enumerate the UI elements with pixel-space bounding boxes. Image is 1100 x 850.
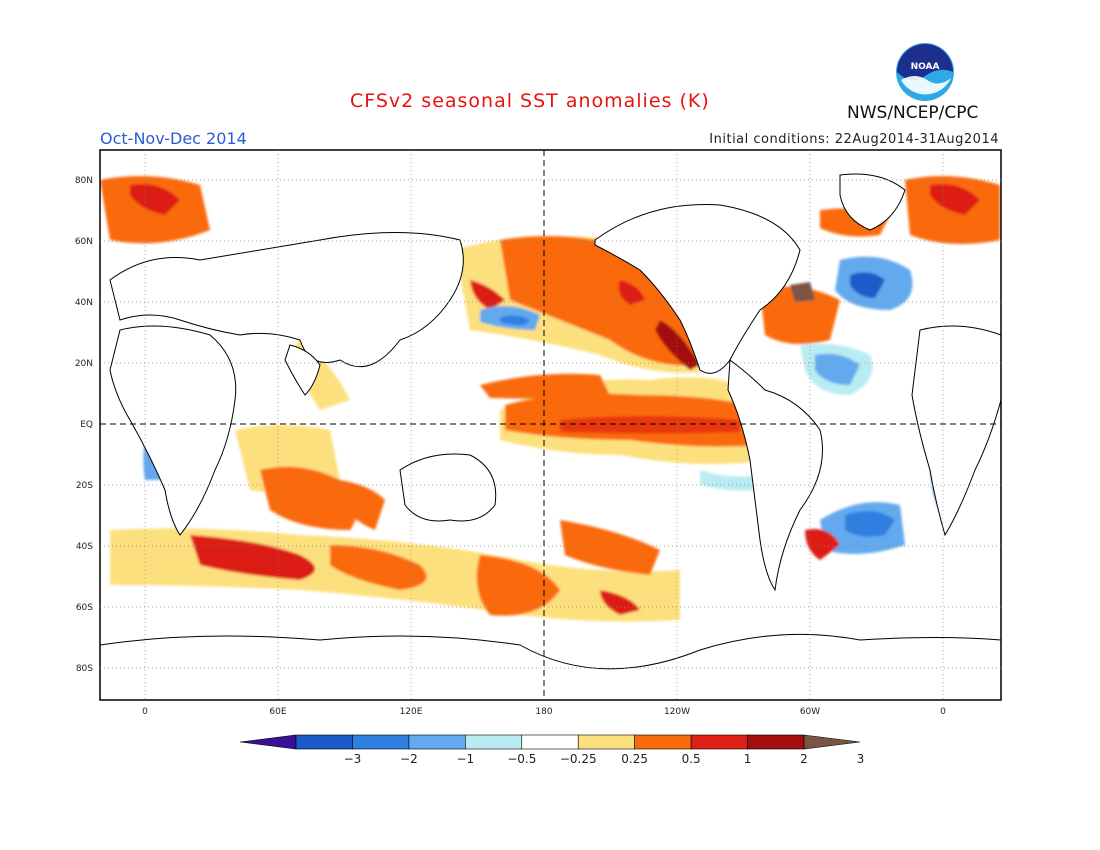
continents xyxy=(100,173,1001,700)
colorbar-label: 0.5 xyxy=(682,752,701,766)
lon-tick-label: 60E xyxy=(269,707,286,717)
colorbar-max-arrow xyxy=(803,734,861,750)
lat-tick-label: EQ xyxy=(80,420,93,430)
colorbar-label: −0.25 xyxy=(560,752,597,766)
logo-text: NOAA xyxy=(911,62,940,72)
colorbar-swatch xyxy=(577,734,635,750)
lat-tick-labels: 80N 60N 40N 20N EQ 20S 40S 60S 80S xyxy=(75,176,93,674)
organization-label: NWS/NCEP/CPC xyxy=(847,103,979,123)
colorbar: −3 −2 −1 −0.5 −0.25 0.25 0.5 1 2 3 xyxy=(239,734,865,766)
colorbar-swatch xyxy=(521,734,579,750)
colorbar-label: −2 xyxy=(400,752,418,766)
lon-tick-label: 0 xyxy=(940,707,946,717)
lon-tick-labels: 0 60E 120E 180 120W 60W 0 xyxy=(142,707,946,717)
lon-tick-label: 0 xyxy=(142,707,148,717)
lat-tick-label: 40S xyxy=(76,542,93,552)
lat-tick-label: 20S xyxy=(76,481,93,491)
lat-tick-label: 60N xyxy=(75,237,93,247)
colorbar-swatch xyxy=(352,734,410,750)
colorbar-label: 0.25 xyxy=(621,752,648,766)
anomaly-field xyxy=(100,150,1001,700)
colorbar-swatch xyxy=(634,734,692,750)
colorbar-swatch xyxy=(295,734,353,750)
map-title: CFSv2 seasonal SST anomalies (K) xyxy=(350,90,710,112)
lat-tick-label: 20N xyxy=(75,359,93,369)
colorbar-swatch xyxy=(747,734,805,750)
colorbar-label: −3 xyxy=(344,752,362,766)
lat-tick-label: 80S xyxy=(76,664,93,674)
colorbar-swatch xyxy=(465,734,523,750)
initial-conditions-label: Initial conditions: 22Aug2014-31Aug2014 xyxy=(709,132,999,147)
colorbar-label: −1 xyxy=(456,752,474,766)
colorbar-swatch xyxy=(690,734,748,750)
reference-lines xyxy=(100,150,1001,700)
colorbar-label: 3 xyxy=(857,752,865,766)
lon-tick-label: 180 xyxy=(535,707,552,717)
lat-tick-label: 80N xyxy=(75,176,93,186)
noaa-logo: NOAA xyxy=(896,43,954,101)
lon-tick-label: 120W xyxy=(664,707,690,717)
lon-tick-label: 60W xyxy=(800,707,820,717)
lat-tick-label: 40N xyxy=(75,298,93,308)
map-frame xyxy=(99,149,1002,701)
colorbar-label: −0.5 xyxy=(507,752,536,766)
colorbar-min-arrow xyxy=(239,734,297,750)
colorbar-label: 1 xyxy=(744,752,752,766)
colorbar-label: 2 xyxy=(800,752,808,766)
season-label: Oct-Nov-Dec 2014 xyxy=(100,129,247,148)
colorbar-swatch xyxy=(408,734,466,750)
lon-tick-label: 120E xyxy=(400,707,423,717)
lat-tick-label: 60S xyxy=(76,603,93,613)
